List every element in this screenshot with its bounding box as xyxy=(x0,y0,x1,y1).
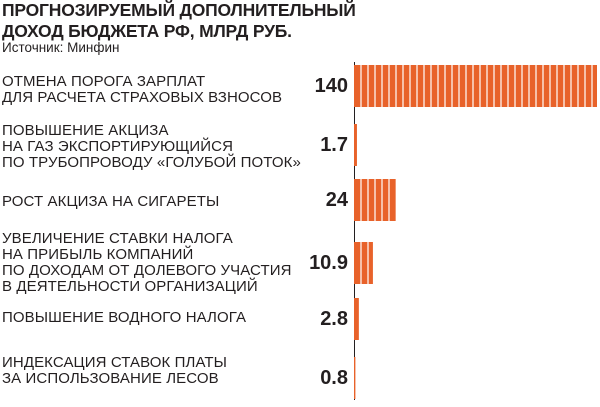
category-label: УВЕЛИЧЕНИЕ СТАВКИ НАЛОГА НА ПРИБЫЛЬ КОМПА… xyxy=(2,231,302,295)
value-label: 10.9 xyxy=(309,252,348,274)
category-label-line: ПО ТРУБОПРОВОДУ «ГОЛУБОЙ ПОТОК» xyxy=(2,154,301,171)
bar xyxy=(354,179,396,221)
bar-fill xyxy=(354,298,359,340)
bar xyxy=(354,242,373,284)
category-label-line: ИНДЕКСАЦИЯ СТАВОК ПЛАТЫ xyxy=(2,354,228,371)
bar xyxy=(354,357,356,399)
category-label-line: В ДЕЯТЕЛЬНОСТИ ОРГАНИЗАЦИЙ xyxy=(2,278,258,295)
chart-source: Источник: Минфин xyxy=(2,40,120,55)
bar-fill xyxy=(354,124,357,166)
bar xyxy=(354,298,359,340)
bar-fill xyxy=(354,242,373,284)
category-label: РОСТ АКЦИЗА НА СИГАРЕТЫ xyxy=(2,194,302,210)
value-label: 24 xyxy=(325,189,348,211)
value-label: 140 xyxy=(314,75,348,97)
value-label: 2.8 xyxy=(320,308,348,330)
chart-title: ПРОГНОЗИРУЕМЫЙ ДОПОЛНИТЕЛЬНЫЙ ДОХОД БЮДЖ… xyxy=(2,0,598,42)
bar-fill xyxy=(354,65,597,107)
bar-fill xyxy=(354,357,356,399)
category-label: ПОВЫШЕНИЕ ВОДНОГО НАЛОГА xyxy=(2,310,302,326)
category-label: ИНДЕКСАЦИЯ СТАВОК ПЛАТЫ ЗА ИСПОЛЬЗОВАНИЕ … xyxy=(2,355,302,387)
bar xyxy=(354,124,357,166)
category-label-line: НА ГАЗ ЭКСПОРТИРУЮЩИЙСЯ xyxy=(2,138,234,155)
chart-title-line-2: ДОХОД БЮДЖЕТА РФ, МЛРД РУБ. xyxy=(2,21,292,41)
value-label: 1.7 xyxy=(320,134,348,156)
category-label-line: УВЕЛИЧЕНИЕ СТАВКИ НАЛОГА xyxy=(2,230,233,247)
category-label: ПОВЫШЕНИЕ АКЦИЗА НА ГАЗ ЭКСПОРТИРУЮЩИЙСЯ П… xyxy=(2,123,302,171)
category-label-line: НА ПРИБЫЛЬ КОМПАНИЙ xyxy=(2,246,194,263)
category-label: ОТМЕНА ПОРОГА ЗАРПЛАТ ДЛЯ РАСЧЕТА СТРАХОВ… xyxy=(2,74,302,106)
category-label-line: ЗА ИСПОЛЬЗОВАНИЕ ЛЕСОВ xyxy=(2,370,219,387)
value-label: 0.8 xyxy=(320,367,348,389)
category-label-line: ДЛЯ РАСЧЕТА СТРАХОВЫХ ВЗНОСОВ xyxy=(2,89,283,106)
chart-baseline xyxy=(354,62,355,400)
category-label-line: ОТМЕНА ПОРОГА ЗАРПЛАТ xyxy=(2,73,206,90)
category-label-line: РОСТ АКЦИЗА НА СИГАРЕТЫ xyxy=(2,193,220,210)
category-label-line: ПО ДОХОДАМ ОТ ДОЛЕВОГО УЧАСТИЯ xyxy=(2,262,292,279)
chart-title-line-1: ПРОГНОЗИРУЕМЫЙ ДОПОЛНИТЕЛЬНЫЙ xyxy=(2,0,356,20)
bar xyxy=(354,65,597,107)
category-label-line: ПОВЫШЕНИЕ ВОДНОГО НАЛОГА xyxy=(2,309,247,326)
category-label-line: ПОВЫШЕНИЕ АКЦИЗА xyxy=(2,122,169,139)
